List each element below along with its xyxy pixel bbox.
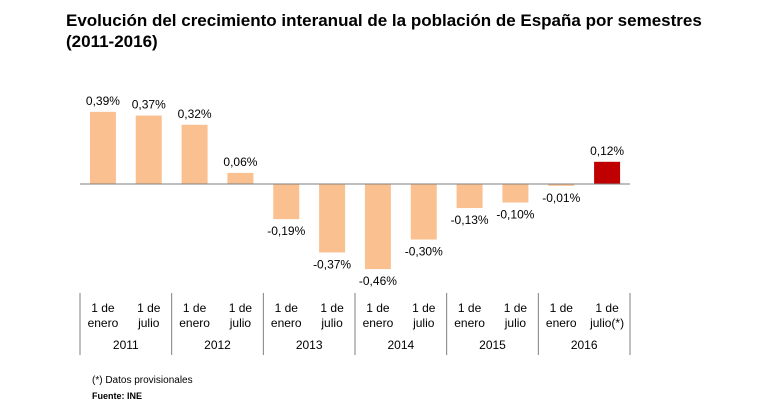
footnote: (*) Datos provisionales — [92, 375, 193, 386]
data-label: -0,30% — [405, 245, 443, 259]
bar — [227, 172, 254, 184]
category-tick-label: 1 de enero — [454, 301, 485, 330]
data-label: -0,46% — [359, 274, 397, 288]
category-tick-label: 1 de julio — [412, 301, 436, 330]
bar — [364, 184, 391, 270]
data-label: 0,37% — [132, 98, 166, 112]
category-tick-label: 1 de julio(*) — [589, 301, 624, 330]
year-tick-label: 2015 — [479, 338, 506, 352]
year-tick-label: 2016 — [571, 338, 598, 352]
year-tick-label: 2013 — [296, 338, 323, 352]
data-label: -0,13% — [451, 213, 489, 227]
chart-title: Evolución del crecimiento interanual de … — [66, 11, 702, 51]
year-tick-label: 2014 — [387, 338, 414, 352]
bar — [89, 111, 116, 184]
data-label: 0,12% — [590, 144, 624, 158]
data-label: 0,32% — [178, 107, 212, 121]
bar — [456, 184, 483, 209]
data-label: -0,10% — [496, 208, 534, 222]
category-tick-label: 1 de enero — [179, 301, 210, 330]
data-label: -0,01% — [542, 191, 580, 205]
bar — [594, 161, 621, 184]
bar — [319, 184, 346, 253]
category-tick-label: 1 de julio — [229, 301, 253, 330]
category-tick-label: 1 de enero — [363, 301, 394, 330]
data-label: 0,39% — [86, 94, 120, 108]
bar — [410, 184, 437, 240]
bar — [502, 184, 529, 203]
category-tick-label: 1 de enero — [546, 301, 577, 330]
source-note: Fuente: INE — [92, 391, 143, 401]
data-label: 0,06% — [223, 155, 257, 169]
year-tick-label: 2012 — [204, 338, 231, 352]
year-tick-label: 2011 — [113, 338, 139, 352]
category-tick-label: 1 de julio — [504, 301, 528, 330]
data-label: -0,19% — [267, 224, 305, 238]
bar — [548, 184, 575, 186]
category-tick-label: 1 de enero — [271, 301, 302, 330]
category-tick-label: 1 de julio — [137, 301, 161, 330]
bar — [181, 124, 208, 184]
bar — [135, 115, 162, 184]
category-tick-label: 1 de enero — [88, 301, 119, 330]
data-label: -0,37% — [313, 257, 351, 271]
bar — [273, 184, 300, 220]
category-tick-label: 1 de julio — [320, 301, 344, 330]
